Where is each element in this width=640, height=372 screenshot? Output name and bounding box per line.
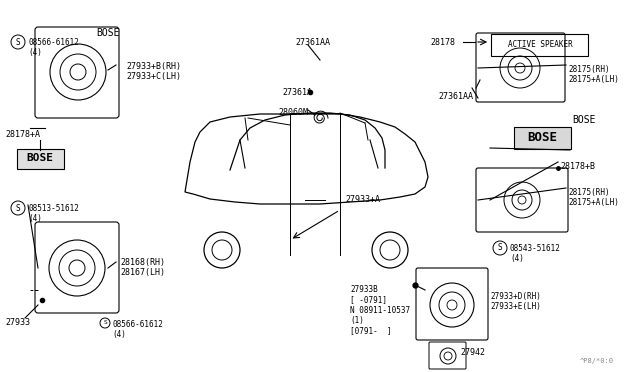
- Text: 08566-61612
(4): 08566-61612 (4): [112, 320, 163, 339]
- Text: 27361A: 27361A: [282, 88, 312, 97]
- Text: 27942: 27942: [460, 348, 485, 357]
- Text: 28178+A: 28178+A: [5, 130, 40, 139]
- Text: 28178: 28178: [430, 38, 455, 47]
- Text: ^P8/*0:0: ^P8/*0:0: [580, 358, 614, 364]
- Text: 28168(RH)
28167(LH): 28168(RH) 28167(LH): [120, 258, 165, 278]
- Text: 28175(RH)
28175+A(LH): 28175(RH) 28175+A(LH): [568, 65, 619, 84]
- Text: 08513-51612
(4): 08513-51612 (4): [28, 204, 79, 224]
- Text: 27361AA: 27361AA: [438, 92, 473, 101]
- Text: BOSE: BOSE: [26, 153, 54, 163]
- Text: S: S: [498, 244, 502, 253]
- FancyBboxPatch shape: [514, 127, 571, 149]
- Text: BOSE: BOSE: [572, 115, 595, 125]
- Text: 08543-51612
(4): 08543-51612 (4): [510, 244, 561, 263]
- Text: 27933+A: 27933+A: [345, 195, 380, 204]
- Text: ACTIVE SPEAKER: ACTIVE SPEAKER: [508, 39, 572, 48]
- Text: S: S: [103, 321, 107, 326]
- Text: S: S: [16, 203, 20, 212]
- Text: BOSE: BOSE: [96, 28, 120, 38]
- Text: 27361AA: 27361AA: [295, 38, 330, 47]
- FancyBboxPatch shape: [17, 149, 64, 169]
- Text: 28178+B: 28178+B: [560, 162, 595, 171]
- Text: 27933: 27933: [5, 318, 30, 327]
- Text: 28175(RH)
28175+A(LH): 28175(RH) 28175+A(LH): [568, 188, 619, 208]
- Text: 27933+B(RH)
27933+C(LH): 27933+B(RH) 27933+C(LH): [126, 62, 181, 81]
- Text: 08566-61612
(4): 08566-61612 (4): [28, 38, 79, 57]
- Text: 27933+D(RH)
27933+E(LH): 27933+D(RH) 27933+E(LH): [490, 292, 541, 311]
- Text: BOSE: BOSE: [527, 131, 557, 144]
- Text: S: S: [16, 38, 20, 46]
- Text: 27933B
[ -0791]
N 08911-10537
(1)
[0791-  ]: 27933B [ -0791] N 08911-10537 (1) [0791-…: [350, 285, 410, 336]
- Text: 28060M: 28060M: [278, 108, 308, 117]
